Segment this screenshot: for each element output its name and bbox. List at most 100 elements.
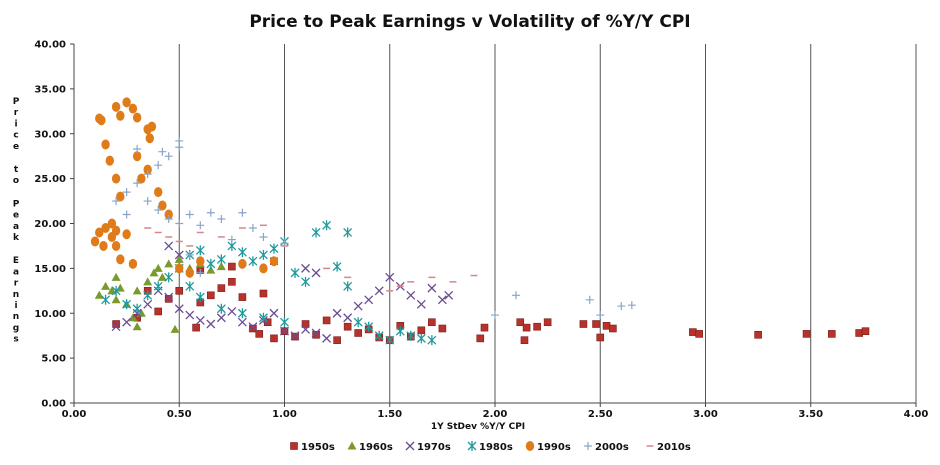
data-point [122, 188, 131, 197]
data-point [343, 322, 352, 331]
data-point [269, 308, 279, 318]
data-point [216, 262, 226, 271]
data-point [143, 299, 153, 309]
data-point [322, 220, 332, 231]
data-point [476, 334, 485, 343]
data-point [175, 287, 184, 295]
data-point [105, 155, 114, 166]
data-point [270, 334, 278, 343]
data-point [196, 256, 205, 267]
data-point [175, 219, 184, 228]
data-point [164, 209, 173, 220]
data-point [228, 278, 236, 286]
data-point [164, 272, 174, 283]
legend-label: 2010s [657, 442, 691, 453]
data-point [248, 256, 258, 267]
data-point [101, 222, 110, 233]
x-tick-label: 1.00 [272, 409, 297, 420]
data-point [206, 265, 216, 274]
x-tick-label: 2.50 [588, 409, 613, 420]
y-axis-label-char: r [14, 108, 19, 118]
series-2010s [144, 224, 478, 292]
data-point [185, 250, 194, 259]
data-point [132, 322, 142, 331]
data-point [153, 281, 163, 292]
data-point [111, 225, 121, 236]
data-point [128, 313, 138, 322]
data-point [90, 236, 100, 247]
data-point [217, 215, 226, 224]
data-point [195, 292, 205, 303]
data-point [227, 306, 237, 316]
data-point [427, 335, 437, 346]
y-axis-label-char: i [14, 119, 17, 129]
data-point [164, 259, 174, 268]
x-tick-label: 4.00 [904, 409, 929, 420]
data-point [153, 263, 163, 272]
series-1970s [111, 241, 454, 343]
y-axis-label-char: a [13, 267, 19, 277]
data-point [164, 241, 174, 251]
series-2000s [112, 136, 636, 320]
data-point [111, 285, 121, 296]
data-point [290, 331, 300, 341]
data-point [444, 290, 454, 300]
data-point [579, 320, 588, 328]
y-axis-label-char: e [13, 142, 19, 152]
y-axis-label-char: n [13, 312, 19, 322]
data-point [406, 290, 416, 300]
axes [70, 43, 917, 407]
data-point [596, 311, 605, 320]
y-axis-label-char: t [14, 165, 19, 175]
y-tick-label: 0.00 [41, 399, 66, 410]
data-point [827, 330, 836, 338]
data-point [170, 324, 180, 333]
y-tick-label: 25.00 [34, 174, 66, 185]
data-point [290, 267, 300, 278]
legend-marker [405, 441, 415, 451]
data-point [280, 317, 289, 328]
y-axis-label-char: n [13, 290, 19, 300]
data-point [259, 232, 268, 241]
y-tick-label: 30.00 [34, 129, 66, 140]
data-point [196, 268, 205, 277]
data-point [248, 223, 257, 232]
y-tick-labels: 0.00 5.00 10.00 15.00 20.00 25.00 30.00 35.00 40… [34, 40, 66, 410]
data-point [185, 267, 194, 278]
legend-marker [525, 441, 535, 451]
data-points [90, 97, 870, 346]
data-point [116, 191, 125, 202]
data-point [143, 197, 152, 206]
data-point [343, 227, 353, 238]
data-point [311, 227, 321, 238]
data-point [427, 283, 437, 293]
data-point [428, 318, 436, 327]
series-1990s [90, 97, 279, 278]
data-point [227, 235, 236, 244]
data-point [802, 330, 811, 338]
data-point [175, 263, 184, 274]
x-tick-label: 2.00 [483, 409, 508, 420]
data-point [269, 243, 279, 254]
grid-lines [178, 44, 917, 403]
data-point [143, 164, 152, 175]
data-point [301, 276, 311, 287]
chart-title: Price to Peak Earnings v Volatility of %… [249, 12, 690, 32]
data-point [206, 258, 216, 269]
data-point [374, 286, 384, 296]
data-point [512, 291, 521, 300]
data-point [333, 336, 341, 344]
y-axis-label-char: g [13, 323, 19, 333]
data-point [237, 317, 247, 327]
data-point [255, 330, 264, 338]
data-point [122, 229, 131, 240]
data-point [533, 322, 541, 331]
data-point [520, 336, 529, 344]
data-point [311, 268, 321, 278]
data-point [101, 294, 111, 305]
data-point [301, 324, 311, 334]
data-point [99, 240, 108, 251]
data-point [258, 249, 268, 260]
